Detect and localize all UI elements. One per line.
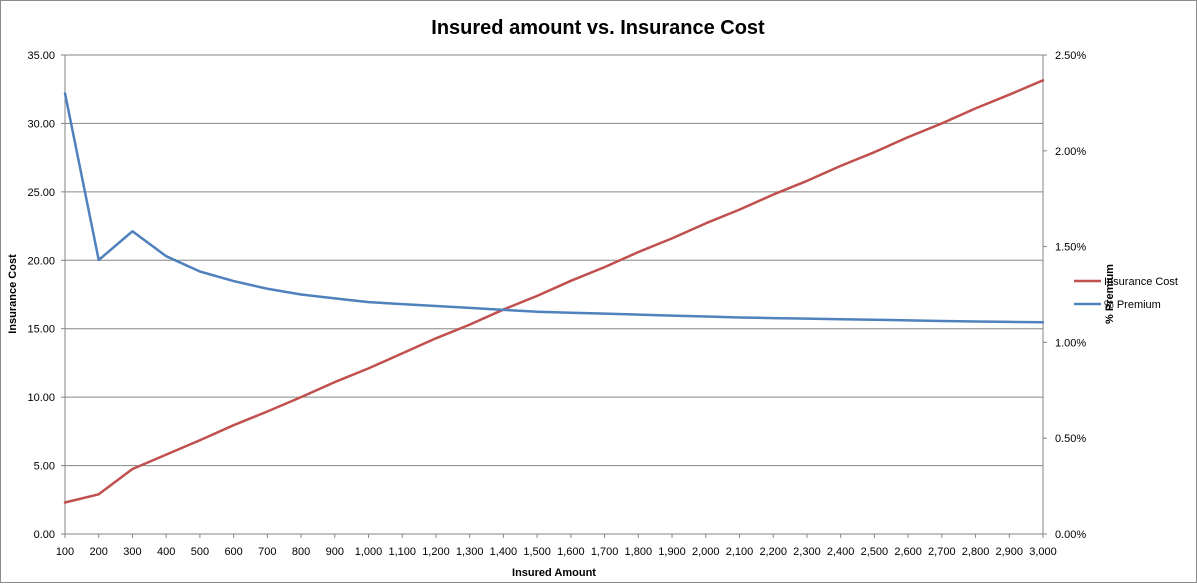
y-tick-label: 5.00: [34, 461, 55, 473]
x-tick-label: 1,400: [490, 546, 518, 558]
y-axis-title: Insurance Cost: [7, 254, 19, 334]
x-tick-label: 500: [191, 546, 209, 558]
x-tick-label: 3,000: [1029, 546, 1057, 558]
y2-tick-label: 0.00%: [1055, 529, 1086, 541]
x-tick-label: 2,800: [962, 546, 990, 558]
x-tick-label: 1,700: [591, 546, 619, 558]
y2-tick-label: 2.50%: [1055, 50, 1086, 62]
legend: Insurance Cost % Premium: [1074, 276, 1178, 311]
x-tick-label: 2,000: [692, 546, 720, 558]
series-line-insurance-cost: [63, 79, 1045, 504]
y-tick-label: 15.00: [27, 324, 55, 336]
gridlines: [65, 122, 1043, 467]
y-tick-label: 30.00: [27, 118, 55, 130]
x-tick-label: 700: [258, 546, 276, 558]
y-tick-label: 10.00: [27, 392, 55, 404]
x-tick-label: 2,900: [996, 546, 1024, 558]
x-tick-label: 900: [326, 546, 344, 558]
x-tick-label: 800: [292, 546, 310, 558]
series-line-premium: [63, 92, 1045, 324]
y2-tick-label: 1.00%: [1055, 337, 1086, 349]
chart-title: Insured amount vs. Insurance Cost: [431, 17, 765, 39]
y-tick-label: 20.00: [27, 255, 55, 267]
y2-axis-title: % Premium: [1104, 264, 1116, 324]
y2-tick-label: 0.50%: [1055, 433, 1086, 445]
legend-label-insurance-cost: Insurance Cost: [1104, 276, 1178, 288]
x-tick-label: 1,500: [523, 546, 551, 558]
x-tick-label: 2,200: [759, 546, 787, 558]
x-tick-label: 1,800: [625, 546, 653, 558]
x-tick-label: 1,100: [388, 546, 416, 558]
y2-tick-label: 2.00%: [1055, 146, 1086, 158]
x-tick-label: 1,000: [355, 546, 383, 558]
x-tick-label: 2,600: [894, 546, 922, 558]
x-tick-label: 1,200: [422, 546, 450, 558]
plot-area-border: [64, 54, 1044, 535]
x-tick-label: 2,100: [726, 546, 754, 558]
x-axis: 100 200 300 400 500 600 700 800 900 1,000 1,100 1,2…: [56, 534, 1057, 558]
x-tick-label: 2,700: [928, 546, 956, 558]
x-axis-title: Insured Amount: [512, 567, 596, 579]
right-axis: 0.00% 0.50% 1.00% 1.50% 2.00% 2.50%: [1043, 50, 1086, 541]
x-tick-label: 2,500: [861, 546, 889, 558]
x-tick-label: 1,300: [456, 546, 484, 558]
x-tick-label: 2,400: [827, 546, 855, 558]
x-tick-label: 2,300: [793, 546, 821, 558]
legend-label-premium: % Premium: [1104, 299, 1161, 311]
x-tick-label: 600: [224, 546, 242, 558]
x-tick-label: 400: [157, 546, 175, 558]
x-tick-label: 1,600: [557, 546, 585, 558]
left-axis: 0.00 5.00 10.00 15.00 20.00 25.00 30.00 35.00: [27, 50, 65, 541]
x-tick-label: 1,900: [658, 546, 686, 558]
y-tick-label: 35.00: [27, 50, 55, 62]
x-tick-label: 200: [90, 546, 108, 558]
x-tick-label: 300: [123, 546, 141, 558]
y-tick-label: 25.00: [27, 187, 55, 199]
y-tick-label: 0.00: [34, 529, 55, 541]
y2-tick-label: 1.50%: [1055, 242, 1086, 254]
series-layer: [63, 79, 1045, 504]
x-tick-label: 100: [56, 546, 74, 558]
